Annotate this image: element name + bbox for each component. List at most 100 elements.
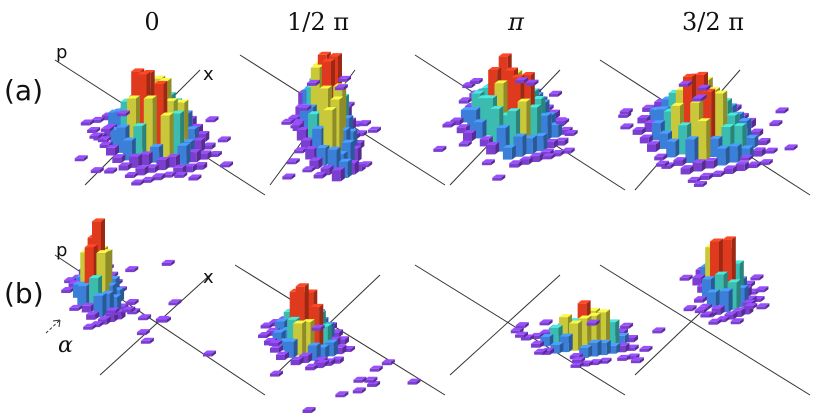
histogram-bar [104, 170, 114, 174]
histogram-bar [301, 322, 311, 354]
histogram-bar-side [295, 158, 300, 165]
histogram-bar [559, 129, 569, 135]
histogram-bar-side [553, 138, 558, 149]
histogram-bar-top [697, 84, 711, 88]
histogram-bar-top [305, 363, 319, 367]
histogram-bar-top [313, 171, 327, 175]
histogram-bar-side [634, 344, 639, 351]
histogram-bar-top [481, 159, 495, 163]
histogram-bar [528, 107, 538, 144]
histogram-bar [188, 177, 198, 181]
histogram-bar [619, 111, 629, 115]
histogram-bar-top [619, 108, 633, 112]
histogram-bar [538, 115, 548, 141]
histogram-bar [116, 127, 126, 153]
histogram-bar-side [166, 316, 171, 323]
histogram-bar-top [89, 275, 103, 279]
histogram-bar-top [183, 163, 197, 167]
histogram-b-half-pi [258, 283, 421, 414]
histogram-bar-side [720, 170, 725, 177]
histogram-bar-top [175, 99, 189, 103]
histogram-bar-side [784, 107, 789, 114]
histogram-bar-side [597, 339, 602, 357]
histogram-bar-top [145, 164, 159, 168]
histogram-bar-side [184, 99, 189, 148]
histogram-bar [678, 125, 688, 155]
histogram-bar [86, 314, 96, 320]
histogram-bar [333, 347, 343, 355]
histogram-bar-side [711, 88, 716, 149]
histogram-bar-top [137, 71, 151, 75]
histogram-b-three-half-pi [679, 236, 770, 325]
histogram-bar [122, 309, 132, 313]
histogram-bar-top [569, 352, 583, 356]
histogram-bar [106, 310, 116, 314]
histogram-bar-top [569, 320, 583, 324]
histogram-b-0 [61, 218, 217, 357]
histogram-bar-side [598, 359, 603, 366]
histogram-bar-side [226, 136, 231, 143]
histogram-bar-top [559, 333, 573, 337]
histogram-bar-top [359, 161, 373, 165]
histogram-bar-top [539, 319, 553, 323]
histogram-bar [530, 335, 540, 340]
histogram-bar-side [279, 344, 283, 353]
histogram-bar [304, 292, 314, 344]
histogram-bar-top [442, 121, 456, 125]
histogram-bar-top [488, 66, 502, 70]
histogram-bar-top [744, 302, 758, 306]
histogram-bar-side [761, 147, 766, 157]
histogram-bar-top [307, 342, 321, 346]
histogram-bar [549, 327, 559, 345]
histogram-bar-side [539, 340, 544, 348]
histogram-bar [194, 165, 204, 170]
histogram-bar-top [747, 161, 761, 165]
histogram-bar [103, 127, 113, 138]
histogram-bar-top [311, 324, 325, 328]
histogram-bar-side [581, 356, 586, 363]
histogram-bar [320, 168, 330, 176]
histogram-bar-side [169, 112, 174, 160]
histogram-bar-top [93, 292, 107, 296]
histogram-bar [166, 156, 176, 168]
histogram-bar [269, 373, 279, 377]
histogram-bar-side [145, 329, 150, 336]
histogram-bar-top [639, 134, 653, 138]
histogram-bar [336, 339, 345, 345]
histogram-bar-top [116, 124, 130, 128]
histogram-bar-side [152, 95, 157, 156]
histogram-bar [463, 132, 472, 142]
histogram-bar-side [747, 285, 752, 298]
histogram-bar-side [345, 336, 349, 345]
histogram-bar-side [720, 305, 725, 315]
histogram-bar [99, 144, 109, 148]
histogram-bar [309, 160, 319, 169]
histogram-bar-side [376, 126, 381, 133]
histogram-bar-top [679, 274, 693, 278]
histogram-bar-top [496, 125, 510, 129]
histogram-bar-side [311, 407, 316, 414]
histogram-bar-top [534, 132, 548, 136]
displacement-arrow [45, 319, 61, 334]
histogram-bar [572, 359, 582, 363]
histogram-bar-side [556, 109, 560, 119]
histogram-bar [187, 152, 197, 163]
histogram-bar [649, 109, 659, 121]
histogram-bar-side [351, 345, 355, 352]
histogram-bar-side [664, 160, 669, 167]
histogram-bar-top [542, 153, 556, 157]
histogram-bar [505, 70, 514, 130]
histogram-bar [258, 335, 267, 339]
histogram-bar-side [737, 104, 742, 112]
histogram-bar-top [695, 71, 708, 75]
histogram-bar [125, 269, 135, 273]
column-header-pi: π [507, 8, 525, 36]
histogram-bar [626, 356, 636, 360]
histogram-bar-side [354, 160, 359, 175]
histogram-bar-side [99, 321, 104, 328]
histogram-bar-top [164, 98, 178, 102]
histogram-bar [290, 125, 300, 129]
histogram-bar [313, 174, 323, 179]
histogram-bar-top [314, 356, 328, 360]
histogram-bar-top [143, 95, 157, 99]
